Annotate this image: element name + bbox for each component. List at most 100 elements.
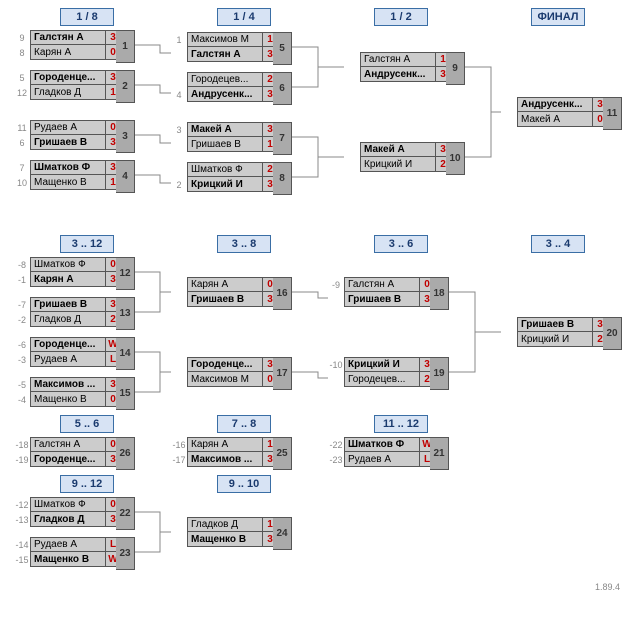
seed <box>328 292 344 307</box>
round-label: 7 .. 8 <box>217 415 271 433</box>
match-number: 12 <box>116 257 135 290</box>
player-name: Галстян А <box>360 52 436 67</box>
player-name: Андрусенк... <box>360 67 436 82</box>
round-label: 3 .. 12 <box>60 235 114 253</box>
match: 16Карян А0Гришаев В3 <box>171 277 278 307</box>
seed: 6 <box>14 135 30 150</box>
match-row: Городецев...2 <box>328 372 435 387</box>
seed <box>344 67 360 82</box>
match-number: 5 <box>273 32 292 65</box>
match-number: 24 <box>273 517 292 550</box>
match-row: -4Мащенко В0 <box>14 392 121 407</box>
seed: -17 <box>171 452 187 467</box>
match-number: 17 <box>273 357 292 390</box>
match-number: 26 <box>116 437 135 470</box>
seed: 7 <box>14 160 30 175</box>
match-row: Макей А0 <box>501 112 608 127</box>
player-name: Городенце... <box>30 70 106 85</box>
seed: -2 <box>14 312 30 327</box>
player-name: Максимов М <box>187 372 263 387</box>
player-name: Максимов ... <box>187 452 263 467</box>
match-row: Гришаев В3 <box>171 292 278 307</box>
round-label: 1 / 2 <box>374 8 428 26</box>
match: 12-8Шматков Ф0-1Карян А3 <box>14 257 121 287</box>
match-row: Мащенко В3 <box>171 532 278 547</box>
player-name: Гришаев В <box>344 292 420 307</box>
match: 23-14Рудаев АL-15Мащенко ВW <box>14 537 121 567</box>
player-name: Макей А <box>517 112 593 127</box>
player-name: Мащенко В <box>30 175 106 190</box>
seed: -10 <box>328 357 344 372</box>
match-row: -6Городенце...W <box>14 337 121 352</box>
player-name: Крицкий И <box>187 177 263 192</box>
match: 8Шматков Ф22Крицкий И3 <box>171 162 278 192</box>
player-name: Крицкий И <box>344 357 420 372</box>
match: 6Городецев...24Андрусенк...3 <box>171 72 278 102</box>
match: 22-12Шматков Ф0-13Гладков Д3 <box>14 497 121 527</box>
player-name: Рудаев А <box>30 120 106 135</box>
match-number: 1 <box>116 30 135 63</box>
player-name: Крицкий И <box>360 157 436 172</box>
match-row: Шматков Ф2 <box>171 162 278 177</box>
player-name: Андрусенк... <box>187 87 263 102</box>
match: 14-6Городенце...W-3Рудаев АL <box>14 337 121 367</box>
match: 25Городенце...312Гладков Д1 <box>14 70 121 100</box>
match-row: Галстян А3 <box>171 47 278 62</box>
match-row: Андрусенк...3 <box>501 97 608 112</box>
match-row: -17Максимов ...3 <box>171 452 278 467</box>
seed: -7 <box>14 297 30 312</box>
seed: 9 <box>14 30 30 45</box>
seed: -1 <box>14 272 30 287</box>
player-name: Городенце... <box>187 357 263 372</box>
seed <box>501 317 517 332</box>
seed <box>171 137 187 152</box>
match-row: Крицкий И2 <box>501 332 608 347</box>
player-name: Гладков Д <box>30 85 106 100</box>
match-row: -5Максимов ...3 <box>14 377 121 392</box>
seed: 8 <box>14 45 30 60</box>
player-name: Галстян А <box>187 47 263 62</box>
player-name: Макей А <box>360 142 436 157</box>
match-number: 15 <box>116 377 135 410</box>
match-row: -15Мащенко ВW <box>14 552 121 567</box>
match-row: -23Рудаев АL <box>328 452 435 467</box>
match-number: 14 <box>116 337 135 370</box>
player-name: Гришаев В <box>187 292 263 307</box>
match-row: 10Мащенко В1 <box>14 175 121 190</box>
match: 17Городенце...3Максимов М0 <box>171 357 278 387</box>
match-row: -10Крицкий И3 <box>328 357 435 372</box>
seed: -4 <box>14 392 30 407</box>
match-row: -8Шматков Ф0 <box>14 257 121 272</box>
seed: 3 <box>171 122 187 137</box>
match-number: 18 <box>430 277 449 310</box>
match-row: -9Галстян А0 <box>328 277 435 292</box>
seed: -3 <box>14 352 30 367</box>
seed: -5 <box>14 377 30 392</box>
match-number: 3 <box>116 120 135 153</box>
match-row: Андрусенк...3 <box>344 67 451 82</box>
match: 10Макей А3Крицкий И2 <box>344 142 451 172</box>
player-name: Гладков Д <box>30 512 106 527</box>
match: 9Галстян А1Андрусенк...3 <box>344 52 451 82</box>
match: 311Рудаев А06Гришаев В3 <box>14 120 121 150</box>
seed <box>171 517 187 532</box>
seed <box>344 52 360 67</box>
player-name: Городецев... <box>187 72 263 87</box>
match-row: 5Городенце...3 <box>14 70 121 85</box>
round-label: 3 .. 6 <box>374 235 428 253</box>
player-name: Шматков Ф <box>30 257 106 272</box>
match-row: Гришаев В1 <box>171 137 278 152</box>
seed: 4 <box>171 87 187 102</box>
player-name: Гришаев В <box>517 317 593 332</box>
player-name: Галстян А <box>30 30 106 45</box>
player-name: Максимов М <box>187 32 263 47</box>
match-number: 6 <box>273 72 292 105</box>
seed: -13 <box>14 512 30 527</box>
seed: 10 <box>14 175 30 190</box>
match-row: 2Крицкий И3 <box>171 177 278 192</box>
match-row: -19Городенце...3 <box>14 452 121 467</box>
player-name: Карян А <box>30 45 106 60</box>
match-number: 25 <box>273 437 292 470</box>
player-name: Макей А <box>187 122 263 137</box>
seed: -18 <box>14 437 30 452</box>
